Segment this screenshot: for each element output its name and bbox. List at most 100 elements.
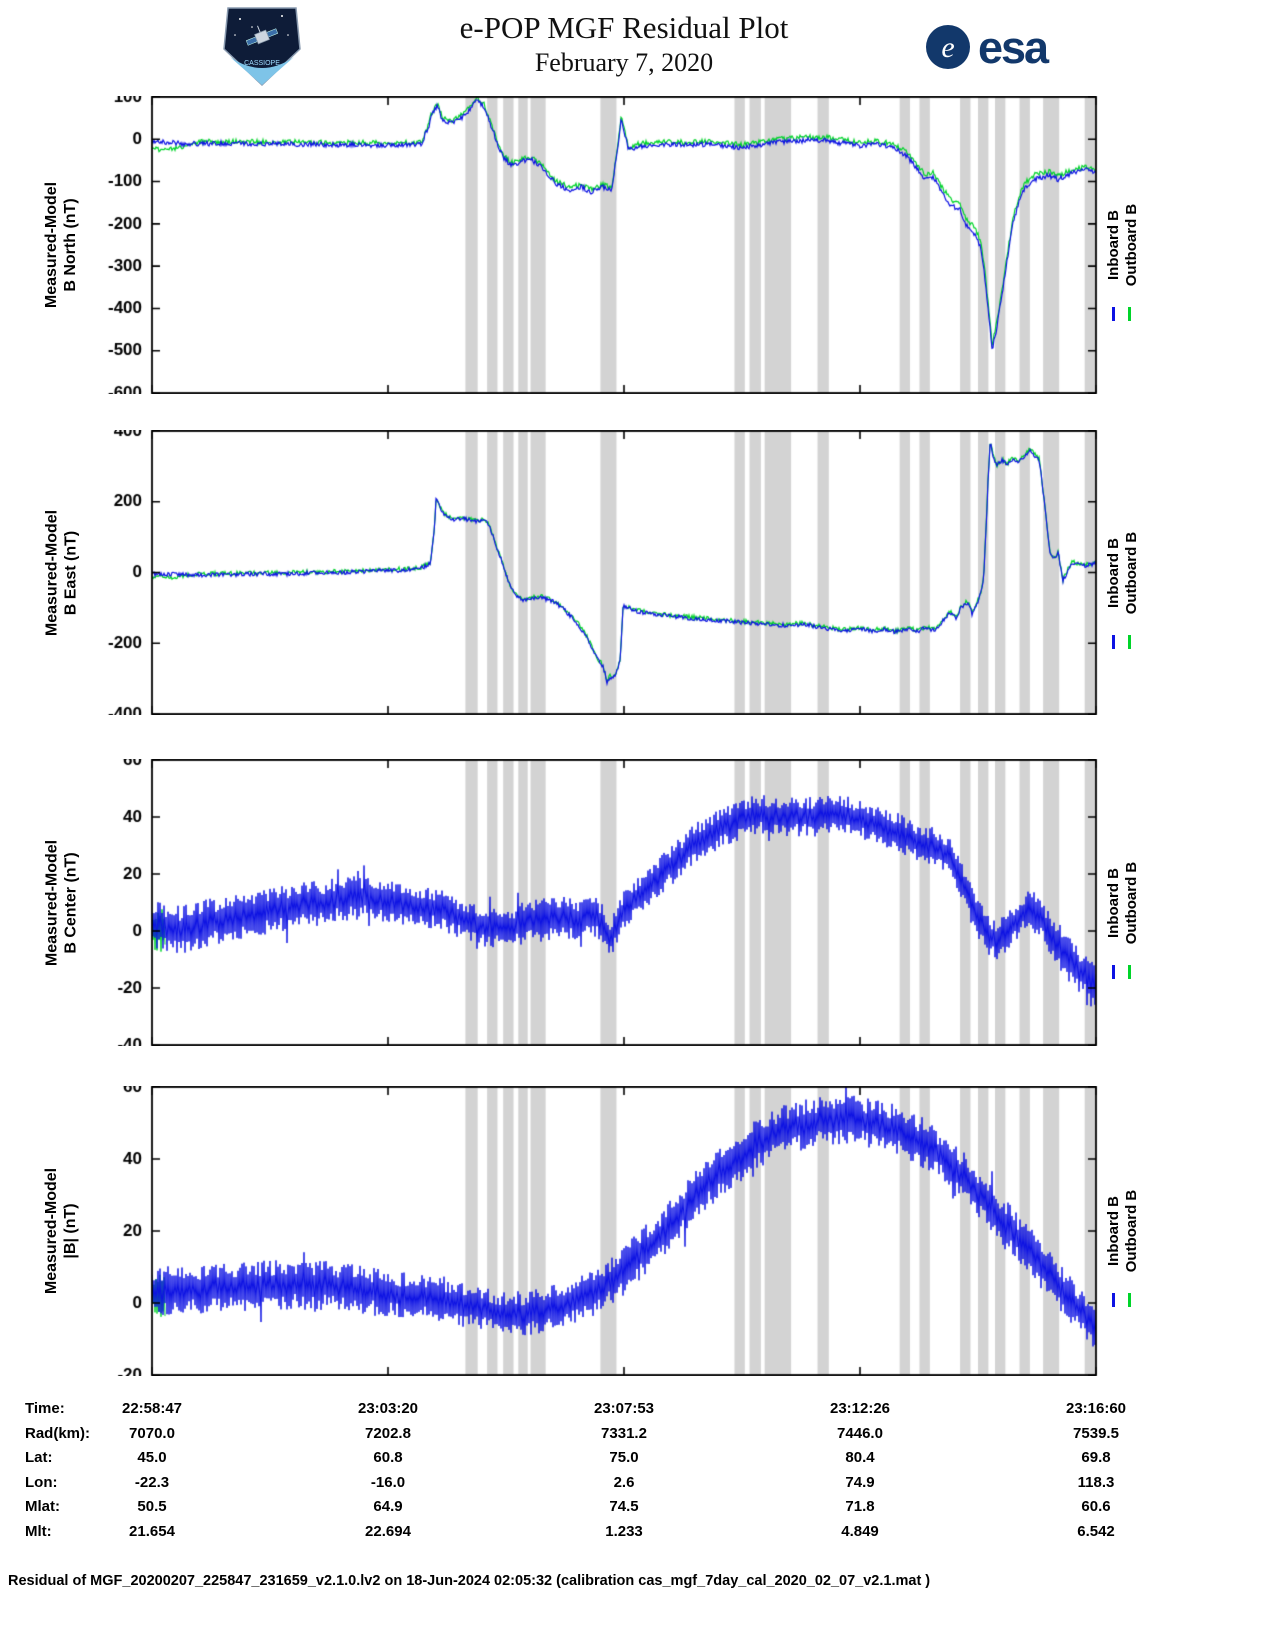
y-axis-label-line-1: Measured-Model bbox=[43, 1167, 60, 1295]
ephemeris-value-time-3: 23:07:53 bbox=[593, 1400, 655, 1417]
ephemeris-value-mlt-2: 22.694 bbox=[365, 1522, 411, 1540]
panel-b-north: Measured-Model B North (nT) Inboard B Outbo… bbox=[0, 96, 1275, 394]
ephemeris-value-mlt-4: 4.849 bbox=[841, 1522, 879, 1540]
plot-title: e-POP MGF Residual Plot bbox=[459, 10, 789, 45]
ephemeris-value-mlt-1: 21.654 bbox=[129, 1522, 175, 1540]
ephemeris-row-label: Rad(km): bbox=[25, 1424, 91, 1442]
cassiope-logo-text: CASSIOPE bbox=[244, 60, 280, 67]
inboard-marker-icon bbox=[1112, 964, 1115, 979]
ephemeris-value-lon-5: 118.3 bbox=[1077, 1473, 1115, 1491]
y-axis-label-line-2: B East (nT) bbox=[62, 530, 79, 615]
ephemeris-value-time-4: 23:12:26 bbox=[829, 1400, 891, 1417]
ephemeris-value-rad-3: 7331.2 bbox=[601, 1424, 647, 1442]
header: CASSIOPE e-POP MGF Residual Plot Februar… bbox=[0, 0, 1275, 96]
legend-marker-bars bbox=[1112, 307, 1131, 321]
cassiope-mission-logo: CASSIOPE bbox=[222, 5, 302, 94]
ephemeris-row-label: Lon: bbox=[25, 1473, 58, 1491]
ephemeris-value-time-2: 23:03:20 bbox=[357, 1400, 419, 1417]
ephemeris-value-mlat-2: 64.9 bbox=[373, 1498, 403, 1515]
inboard-marker-icon bbox=[1112, 634, 1115, 649]
legend-label-inboard: Inboard B bbox=[1105, 537, 1122, 608]
ephemeris-value-rad-1: 7070.0 bbox=[129, 1424, 175, 1442]
esa-logo: e esa bbox=[925, 21, 1049, 73]
ephemeris-row-time: Time: 22:58:47 23:03:20 23:07:53 23:12:26 23:… bbox=[0, 1398, 1275, 1423]
plot-canvas-b-center bbox=[84, 759, 1114, 1046]
legend-label-inboard: Inboard B bbox=[1105, 1196, 1122, 1266]
esa-emblem-icon: e bbox=[926, 25, 970, 69]
ephemeris-value-lon-3: 2.6 bbox=[613, 1473, 635, 1491]
panel-b-mag: Measured-Model |B| (nT) Inboard B Outboard … bbox=[0, 1086, 1275, 1376]
outboard-marker-icon bbox=[1128, 1293, 1131, 1307]
legend-label-outboard: Outboard B bbox=[1123, 861, 1140, 944]
satellite-icon bbox=[245, 25, 279, 46]
outboard-marker-icon bbox=[1128, 307, 1131, 321]
ephemeris-row-lon: Lon: -22.3 -16.0 2.6 74.9 118.3 bbox=[0, 1472, 1275, 1497]
ephemeris-value-lon-1: -22.3 bbox=[134, 1473, 170, 1491]
inboard-marker-icon bbox=[1112, 307, 1115, 321]
legend-label-outboard: Outboard B bbox=[1123, 203, 1140, 287]
ephemeris-value-rad-4: 7446.0 bbox=[837, 1424, 883, 1442]
legend-marker-bars bbox=[1112, 1293, 1131, 1307]
y-axis-label-b-north: Measured-Model B North (nT) bbox=[42, 96, 82, 394]
svg-text:e: e bbox=[941, 31, 954, 64]
legend-label-inboard: Inboard B bbox=[1105, 867, 1122, 938]
plot-canvas-b-mag bbox=[84, 1086, 1114, 1376]
esa-logo-text: esa bbox=[978, 21, 1049, 73]
legend-b-north: Inboard B Outboard B bbox=[1105, 170, 1143, 320]
legend-b-center: Inboard B Outboard B bbox=[1105, 828, 1143, 978]
y-axis-label-b-east: Measured-Model B East (nT) bbox=[42, 430, 82, 715]
y-axis-label-b-center: Measured-Model B Center (nT) bbox=[42, 759, 82, 1046]
outboard-marker-icon bbox=[1128, 634, 1131, 649]
footer-text: Residual of MGF_20200207_225847_231659_v… bbox=[8, 1573, 931, 1589]
ephemeris-value-rad-2: 7202.8 bbox=[365, 1424, 411, 1442]
ephemeris-value-lat-3: 75.0 bbox=[609, 1449, 639, 1466]
title-block: e-POP MGF Residual Plot February 7, 2020 bbox=[0, 10, 1248, 78]
ephemeris-value-time-5: 23:16:60 bbox=[1065, 1400, 1127, 1417]
ephemeris-value-lat-5: 69.8 bbox=[1081, 1449, 1111, 1466]
panel-b-center: Measured-Model B Center (nT) Inboard B Outb… bbox=[0, 759, 1275, 1046]
ephemeris-value-lon-4: 74.9 bbox=[845, 1473, 875, 1491]
y-axis-label-line-2: B Center (nT) bbox=[62, 851, 79, 954]
y-axis-label-line-2: B North (nT) bbox=[62, 198, 79, 292]
outboard-marker-icon bbox=[1128, 964, 1131, 979]
ephemeris-value-mlat-3: 74.5 bbox=[609, 1498, 639, 1515]
ephemeris-value-mlat-1: 50.5 bbox=[137, 1498, 167, 1515]
inboard-marker-icon bbox=[1112, 1293, 1115, 1307]
legend-b-mag: Inboard B Outboard B bbox=[1105, 1156, 1143, 1306]
legend-b-east: Inboard B Outboard B bbox=[1105, 498, 1143, 648]
ephemeris-value-mlat-5: 60.6 bbox=[1081, 1498, 1111, 1515]
ephemeris-value-lon-2: -16.0 bbox=[370, 1473, 406, 1491]
ephemeris-value-time-1: 22:58:47 bbox=[121, 1400, 183, 1417]
y-axis-label-line-1: Measured-Model bbox=[43, 509, 60, 636]
legend-marker-bars bbox=[1112, 634, 1131, 649]
y-axis-label-b-mag: Measured-Model |B| (nT) bbox=[42, 1086, 82, 1376]
ephemeris-row-lat: Lat: 45.0 60.8 75.0 80.4 69.8 bbox=[0, 1447, 1275, 1472]
legend-marker-bars bbox=[1112, 964, 1131, 979]
plot-canvas-b-east bbox=[84, 430, 1114, 715]
ephemeris-row-mlt: Mlt: 21.654 22.694 1.233 4.849 6.542 bbox=[0, 1521, 1275, 1546]
ephemeris-value-lat-1: 45.0 bbox=[137, 1449, 167, 1466]
panel-b-east: Measured-Model B East (nT) Inboard B Outboa… bbox=[0, 430, 1275, 715]
ephemeris-row-label: Mlat: bbox=[25, 1498, 60, 1515]
ephemeris-row-rad: Rad(km): 7070.0 7202.8 7331.2 7446.0 7539.5 bbox=[0, 1423, 1275, 1448]
ephemeris-table: Time: 22:58:47 23:03:20 23:07:53 23:12:26 23:… bbox=[0, 1398, 1275, 1545]
ephemeris-value-lat-2: 60.8 bbox=[373, 1449, 403, 1466]
y-axis-label-line-1: Measured-Model bbox=[43, 181, 60, 309]
ephemeris-value-mlt-3: 1.233 bbox=[605, 1522, 643, 1540]
plot-panels: Measured-Model B North (nT) Inboard B Outbo… bbox=[0, 96, 1275, 1376]
ephemeris-value-lat-4: 80.4 bbox=[845, 1449, 875, 1466]
plot-date: February 7, 2020 bbox=[534, 48, 714, 77]
y-axis-label-line-1: Measured-Model bbox=[43, 839, 60, 966]
ephemeris-row-label: Mlt: bbox=[25, 1522, 52, 1540]
legend-label-inboard: Inboard B bbox=[1105, 210, 1122, 280]
legend-label-outboard: Outboard B bbox=[1123, 531, 1140, 614]
ephemeris-row-mlat: Mlat: 50.5 64.9 74.5 71.8 60.6 bbox=[0, 1496, 1275, 1521]
ephemeris-value-mlat-4: 71.8 bbox=[845, 1498, 875, 1515]
legend-label-outboard: Outboard B bbox=[1123, 1189, 1140, 1273]
ephemeris-value-mlt-5: 6.542 bbox=[1077, 1522, 1115, 1540]
ephemeris-value-rad-5: 7539.5 bbox=[1073, 1424, 1119, 1442]
cassiope-patch-icon: CASSIOPE bbox=[223, 7, 301, 87]
plot-canvas-b-north bbox=[84, 96, 1114, 394]
ephemeris-row-label: Lat: bbox=[25, 1449, 53, 1466]
mgf-residual-plot-page: CASSIOPE e-POP MGF Residual Plot Februar… bbox=[0, 0, 1275, 1589]
